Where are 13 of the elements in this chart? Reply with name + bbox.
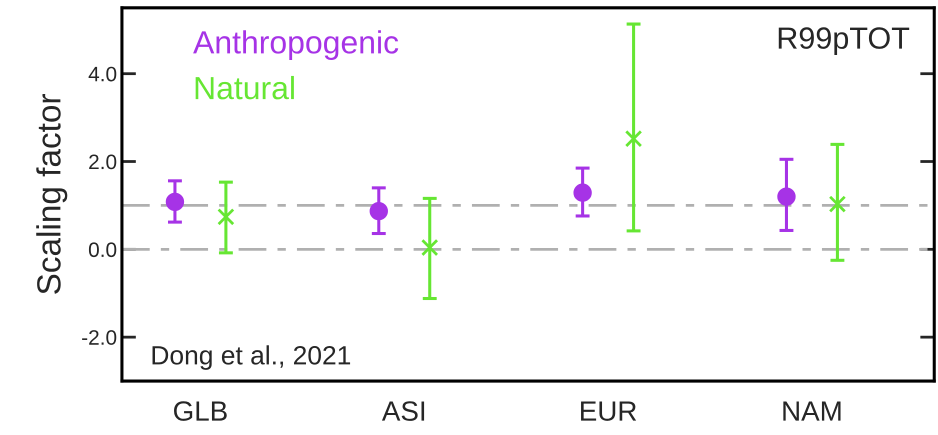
text: R99pTOT [778, 27, 910, 55]
x-tick-label: ASI [382, 401, 424, 421]
y-axis-title: Scaling factor [36, 94, 68, 294]
text: Anthropogenic [193, 30, 398, 60]
annotation: Dong et al., 2021 [152, 345, 350, 370]
y-tick-label: 4.0 [88, 66, 116, 82]
x-tick-label: NAM [783, 402, 841, 421]
x-tick-label: EUR [581, 402, 636, 421]
y-tick-label: 0.0 [88, 242, 116, 258]
y-tick-label: 2.0 [89, 154, 116, 170]
text: Natural [196, 76, 294, 100]
x-tick-label: GLB [174, 401, 227, 421]
y-tick-label: -2.0 [82, 330, 116, 345]
